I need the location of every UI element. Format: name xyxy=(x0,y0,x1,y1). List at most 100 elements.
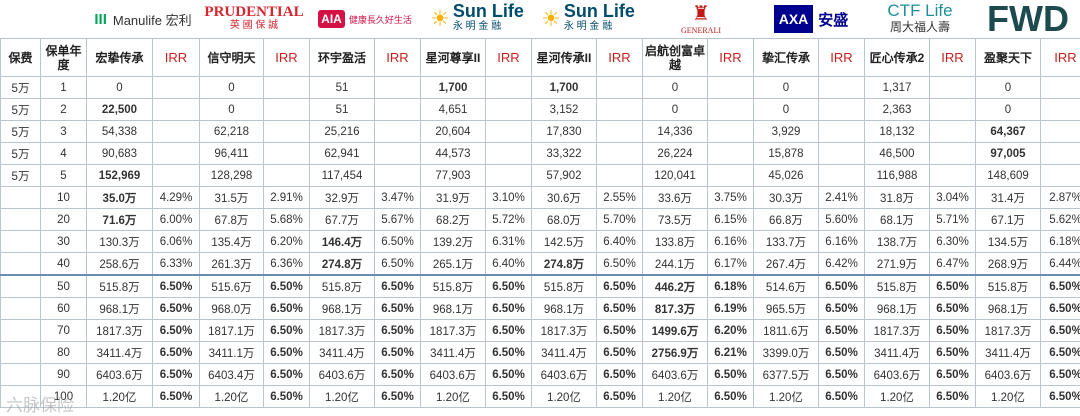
table-cell: 5万 xyxy=(0,76,41,99)
column-header: 保费 xyxy=(0,38,41,77)
table-cell: 267.4万 xyxy=(753,252,819,276)
table-cell: 3411.4万 xyxy=(420,341,486,364)
table-cell: 515.8万 xyxy=(975,274,1041,298)
table-cell xyxy=(596,120,643,143)
irr-header: IRR xyxy=(374,38,421,77)
table-cell: 15,878 xyxy=(753,142,819,165)
table-cell: 0 xyxy=(975,98,1041,121)
table-cell: 68.1万 xyxy=(864,208,930,231)
table-cell: 6.50% xyxy=(818,341,865,364)
table-cell: 31.8万 xyxy=(864,186,930,209)
table-cell xyxy=(929,120,976,143)
table-cell xyxy=(929,76,976,99)
irr-header: IRR xyxy=(485,38,532,77)
table-cell: 1817.3万 xyxy=(420,319,486,342)
table-cell xyxy=(818,142,865,165)
column-header: 星河尊享II xyxy=(420,38,486,77)
table-cell: 32.9万 xyxy=(309,186,375,209)
sun-icon: ☀ xyxy=(430,6,450,31)
table-cell xyxy=(929,98,976,121)
table-cell: 2.87% xyxy=(1040,186,1080,209)
sunlife-logo-1: ☀ Sun Life 永 明 金 融 xyxy=(422,0,532,38)
table-cell: 130.3万 xyxy=(86,230,153,253)
table-cell: 6.50% xyxy=(818,363,865,386)
table-cell: 6403.6万 xyxy=(420,363,486,386)
table-cell: 6403.6万 xyxy=(531,363,597,386)
table-cell: 2 xyxy=(40,98,87,121)
table-cell: 6.50% xyxy=(152,385,200,408)
table-cell: 6.50% xyxy=(374,341,421,364)
manulife-name: Manulife 宏利 xyxy=(112,12,192,28)
table-cell: 62,218 xyxy=(199,120,264,143)
table-cell: 6.50% xyxy=(152,297,200,320)
ctf-logo: CTF Life 周大福人壽 xyxy=(866,0,974,38)
table-cell xyxy=(0,363,41,386)
table-cell: 44,573 xyxy=(420,142,486,165)
table-cell: 1.20亿 xyxy=(753,385,819,408)
table-cell: 6.18% xyxy=(1040,230,1080,253)
table-cell: 3.04% xyxy=(929,186,976,209)
table-cell: 3411.1万 xyxy=(199,341,264,364)
table-cell: 6.20% xyxy=(707,319,754,342)
column-header: 星河传承II xyxy=(531,38,597,77)
table-cell: 17,830 xyxy=(531,120,597,143)
table-cell: 6.50% xyxy=(596,341,643,364)
table-cell: 6.47% xyxy=(929,252,976,276)
column-header: 保单年度 xyxy=(40,38,87,77)
table-cell xyxy=(374,76,421,99)
table-cell: 3.75% xyxy=(707,186,754,209)
table-cell: 31.4万 xyxy=(975,186,1041,209)
table-cell: 90,683 xyxy=(86,142,153,165)
table-cell xyxy=(152,164,200,187)
table-cell xyxy=(263,120,310,143)
table-cell: 6.00% xyxy=(152,208,200,231)
table-cell: 3411.4万 xyxy=(309,341,375,364)
table-cell xyxy=(818,164,865,187)
table-cell: 265.1万 xyxy=(420,252,486,276)
table-cell xyxy=(0,319,41,342)
table-cell xyxy=(707,164,754,187)
table-cell: 31.9万 xyxy=(420,186,486,209)
sun-icon: ☀ xyxy=(541,6,561,31)
table-cell: 22,500 xyxy=(86,98,153,121)
irr-header: IRR xyxy=(929,38,976,77)
axa-logo: AXA 安盛 xyxy=(758,0,864,38)
table-cell: 5.60% xyxy=(818,208,865,231)
table-cell: 6.50% xyxy=(374,252,421,276)
watermark: 六脉保险 xyxy=(6,396,74,416)
table-cell: 1.20亿 xyxy=(864,385,930,408)
table-cell: 6.16% xyxy=(707,230,754,253)
table-row: 5万 4 90,683 96,411 62,941 44,573 33,322 26,224 1… xyxy=(0,142,1080,165)
table-cell: 135.4万 xyxy=(199,230,264,253)
table-cell: 6.18% xyxy=(707,274,754,298)
table-cell: 51 xyxy=(309,76,375,99)
table-cell: 1,700 xyxy=(531,76,597,99)
generali-name: GENERALI xyxy=(681,25,721,35)
table-cell xyxy=(374,164,421,187)
fwd-name: FWD xyxy=(987,0,1069,39)
table-cell: 5 xyxy=(40,164,87,187)
table-cell: 6.50% xyxy=(596,363,643,386)
table-cell xyxy=(0,230,41,253)
table-cell: 0 xyxy=(975,76,1041,99)
table-cell: 64,367 xyxy=(975,120,1041,143)
table-cell: 66.8万 xyxy=(753,208,819,231)
table-cell: 4 xyxy=(40,142,87,165)
table-row: 5万 1 0 0 51 1,700 1,700 0 0 1,317 0 xyxy=(0,76,1080,99)
sunlife-sub-1: 永 明 金 融 xyxy=(452,21,502,32)
table-cell: 3411.4万 xyxy=(975,341,1041,364)
table-cell: 1817.3万 xyxy=(531,319,597,342)
table-cell: 3411.4万 xyxy=(531,341,597,364)
table-cell: 6.50% xyxy=(929,274,976,298)
table-cell: 6.44% xyxy=(1040,252,1080,276)
column-header: 信守明天 xyxy=(199,38,264,77)
table-cell xyxy=(152,76,200,99)
column-header: 环宇盈活 xyxy=(309,38,375,77)
table-cell: 6.50% xyxy=(152,341,200,364)
table-cell: 6.50% xyxy=(818,297,865,320)
table-cell: 817.3万 xyxy=(642,297,708,320)
table-cell: 515.8万 xyxy=(531,274,597,298)
table-cell: 965.5万 xyxy=(753,297,819,320)
table-cell xyxy=(818,76,865,99)
table-row: 100 1.20亿 6.50% 1.20亿 6.50% 1.20亿 6.50% 1.20亿 6.… xyxy=(0,385,1080,408)
